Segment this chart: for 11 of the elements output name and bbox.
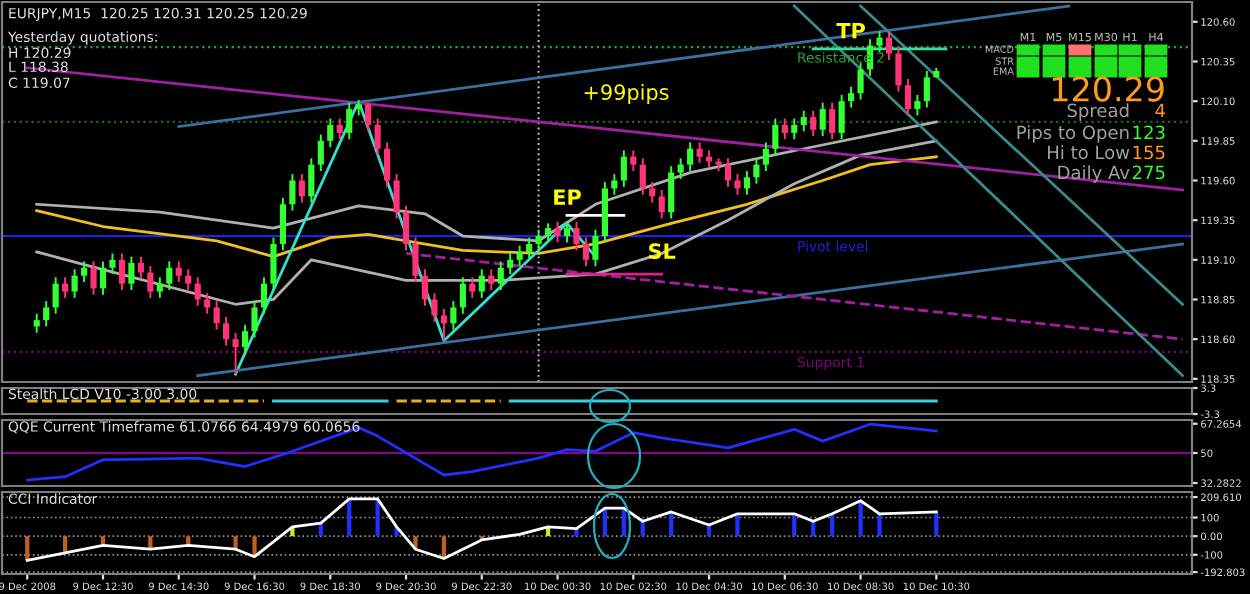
- annotation: Spread: [1067, 103, 1129, 121]
- annotation: Hi to Low: [1048, 145, 1130, 160]
- annotation: 123: [1133, 125, 1165, 140]
- annotation: 155: [1133, 145, 1165, 160]
- annotation: 120.29: [1053, 76, 1164, 102]
- annotation: TP: [836, 22, 865, 39]
- annotation: 4: [1155, 103, 1165, 117]
- annotation: Pips to Open: [1017, 125, 1129, 143]
- annotation: +99pips: [584, 83, 669, 105]
- annotation: 275: [1132, 165, 1165, 180]
- annotation: EP: [554, 189, 581, 205]
